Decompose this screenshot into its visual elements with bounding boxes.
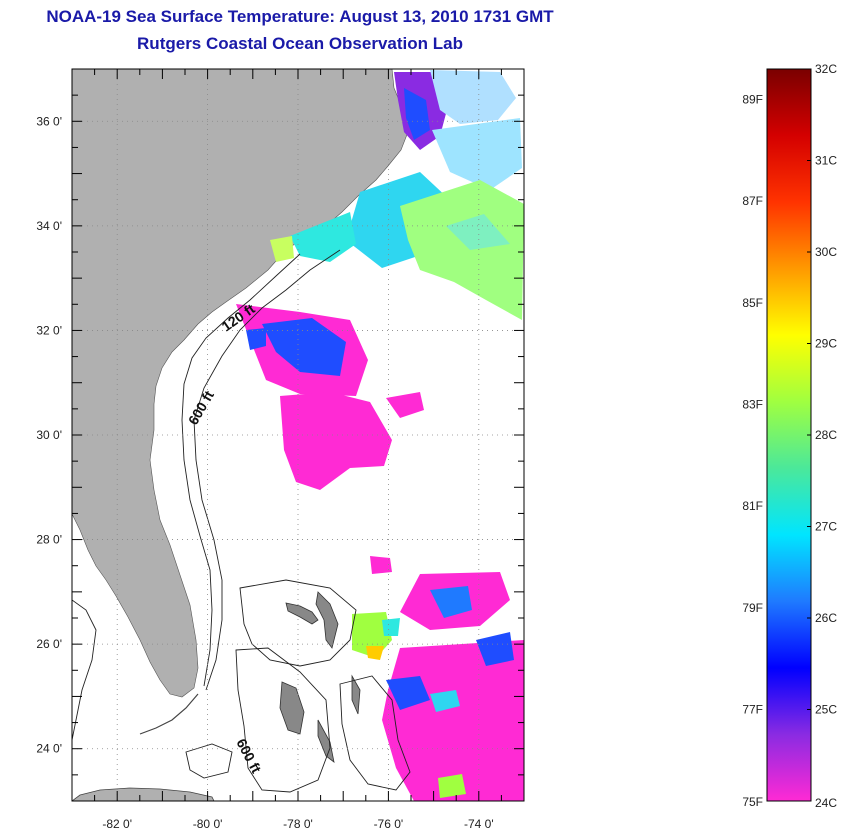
isobath-600ft-contour: [193, 249, 341, 691]
map-title: NOAA-19 Sea Surface Temperature: August …: [46, 7, 554, 26]
lat-tick-label: 32 0': [36, 323, 62, 337]
lat-tick-label: 24 0': [36, 742, 62, 756]
fahrenheit-label: 75F: [742, 795, 763, 809]
fahrenheit-label: 87F: [742, 194, 763, 208]
celsius-label: 31C: [815, 154, 837, 168]
lon-tick-label: -76 0': [374, 817, 404, 831]
lat-tick-label: 26 0': [36, 637, 62, 651]
celsius-label: 32C: [815, 62, 837, 76]
celsius-label: 29C: [815, 337, 837, 351]
florida-bay-contour: [72, 599, 97, 741]
sst-map: -82 0' -80 0' -78 0' -76 0' -74 0' 24 0' 26 0…: [36, 68, 525, 831]
cay-sal-contour: [185, 743, 233, 779]
fahrenheit-label: 83F: [742, 398, 763, 412]
graticule: [72, 69, 524, 801]
celsius-label: 27C: [815, 520, 837, 534]
celsius-label: 28C: [815, 428, 837, 442]
abaco-island: [315, 591, 339, 649]
lat-tick-label: 28 0': [36, 533, 62, 547]
sst-swath: [236, 70, 524, 801]
temperature-colorbar: 32C 31C 30C 29C 28C 27C 26C 25C 24C 89F 87F 85F 83F 8…: [742, 62, 837, 810]
bahamas-isobath-contour-3: [339, 675, 411, 791]
fahrenheit-label: 81F: [742, 499, 763, 513]
grand-bahama-island: [285, 602, 319, 625]
fahrenheit-label: 85F: [742, 296, 763, 310]
lat-tick-label: 36 0': [36, 114, 62, 128]
lon-tick-label: -82 0': [102, 817, 132, 831]
isobath-120ft-contour: [181, 253, 301, 687]
celsius-label: 26C: [815, 611, 837, 625]
cuba-land: [72, 787, 215, 801]
celsius-label: 30C: [815, 245, 837, 259]
colorbar-labels: 32C 31C 30C 29C 28C 27C 26C 25C 24C 89F 87F 85F 83F 8…: [742, 62, 837, 810]
celsius-label: 25C: [815, 703, 837, 717]
lon-tick-label: -74 0': [464, 817, 494, 831]
colorbar-scale: [766, 68, 812, 802]
fahrenheit-label: 77F: [742, 703, 763, 717]
lon-tick-label: -80 0': [193, 817, 223, 831]
celsius-label: 24C: [815, 796, 837, 810]
latitude-labels: 24 0' 26 0' 28 0' 30 0' 32 0' 34 0' 36 0': [36, 114, 62, 755]
florida-keys: [139, 693, 199, 735]
longitude-labels: -82 0' -80 0' -78 0' -76 0' -74 0': [102, 817, 493, 831]
bahamas-isobath-contour-2: [235, 647, 331, 793]
bahamas-isobath-contour: [239, 579, 357, 667]
axis-ticks: [71, 68, 525, 802]
lat-tick-label: 30 0': [36, 428, 62, 442]
eleuthera-island: [351, 674, 361, 715]
lon-tick-label: -78 0': [283, 817, 313, 831]
exuma-island: [317, 719, 335, 763]
map-subtitle: Rutgers Coastal Ocean Observation Lab: [137, 34, 463, 53]
fahrenheit-label: 79F: [742, 601, 763, 615]
lat-tick-label: 34 0': [36, 219, 62, 233]
fahrenheit-label: 89F: [742, 93, 763, 107]
